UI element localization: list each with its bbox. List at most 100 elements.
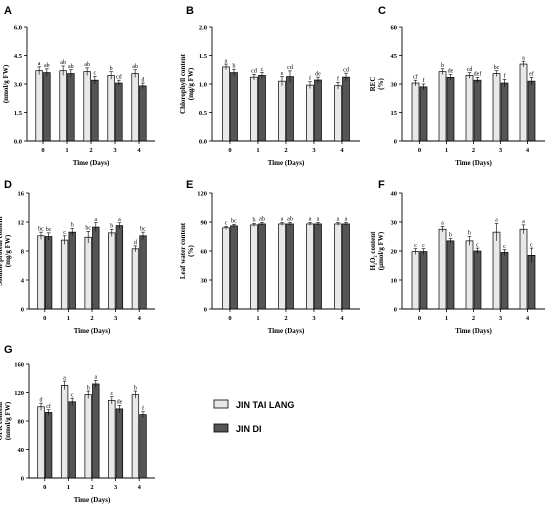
bar-jin-tai-lang [250, 224, 258, 310]
bar-jin-di [67, 73, 75, 142]
significance-label: c [110, 391, 113, 397]
panel-letter: D [4, 179, 12, 191]
significance-label: a [337, 217, 340, 223]
x-axis-title: Time (Days) [268, 159, 305, 167]
bar-jin-di [230, 72, 238, 142]
bar-jin-di [286, 223, 294, 310]
x-tick-label: 0 [43, 484, 46, 491]
y-axis-title: (mg/g FW) [187, 67, 195, 100]
significance-label: f [423, 77, 425, 84]
significance-label: b [468, 231, 471, 237]
y-tick-label: 40 [18, 447, 25, 454]
y-tick-label: 4 [21, 277, 25, 284]
significance-label: c [63, 230, 66, 236]
bar-jin-di [44, 236, 53, 310]
bar-jin-tai-lang [35, 70, 43, 142]
x-tick-label: 1 [65, 147, 68, 154]
bar-jin-tai-lang [306, 84, 314, 142]
significance-label: a [94, 217, 97, 223]
bar-jin-di [446, 240, 455, 310]
y-tick-label: 6.0 [14, 24, 22, 31]
y-tick-label: 10 [391, 277, 398, 284]
y-tick-label: 45 [391, 53, 398, 60]
significance-label: bc [140, 226, 146, 232]
bar-jin-tai-lang [108, 399, 116, 479]
bar-jin-di [139, 414, 147, 479]
bar-jin-di [230, 225, 238, 310]
significance-label: de [315, 71, 321, 77]
bar-jin-di [419, 86, 428, 142]
bar-jin-tai-lang [519, 63, 528, 142]
x-tick-label: 1 [67, 484, 70, 491]
significance-label: a [281, 217, 284, 223]
x-tick-label: 1 [256, 147, 259, 154]
bar-jin-di [473, 250, 482, 310]
x-tick-label: 0 [41, 147, 44, 154]
significance-label: c [225, 221, 228, 227]
y-tick-label: 40 [391, 190, 398, 197]
x-tick-label: 4 [340, 147, 344, 154]
significance-label: ab [132, 64, 138, 70]
bar-jin-tai-lang [37, 235, 45, 310]
y-tick-label: 30 [391, 219, 398, 226]
bar-jin-di [342, 76, 350, 142]
y-tick-label: 90 [201, 219, 208, 226]
x-axis-title: Time (Days) [74, 327, 111, 335]
significance-label: f [309, 75, 311, 82]
bar-jin-di [139, 85, 147, 142]
significance-label: d [134, 240, 137, 246]
y-tick-label: 0 [394, 306, 397, 313]
y-tick-label: 0 [21, 475, 24, 482]
y-axis-title: Chlorophyll content [179, 53, 187, 114]
y-tick-label: 60 [201, 248, 208, 255]
bar-jin-di [500, 252, 509, 310]
bar-jin-di [43, 72, 51, 142]
bar-jin-di [258, 223, 266, 310]
significance-label: bc [38, 226, 44, 232]
significance-label: def [474, 71, 482, 78]
legend-swatch-jin-di [213, 423, 229, 433]
y-axis-title: (mg/g FW) [4, 234, 12, 267]
x-tick-label: 0 [43, 315, 46, 322]
bar-jin-tai-lang [411, 251, 420, 310]
y-tick-label: 15 [391, 110, 398, 117]
bar-jin-tai-lang [492, 73, 501, 142]
significance-label: b [71, 223, 74, 229]
x-tick-label: 1 [67, 315, 70, 322]
y-axis-title: MDA content [0, 63, 2, 104]
x-tick-label: 3 [114, 484, 118, 491]
x-tick-label: 2 [89, 147, 92, 154]
x-tick-label: 0 [228, 147, 231, 154]
y-tick-label: 8 [21, 248, 25, 255]
y-tick-label: 20 [391, 248, 398, 255]
significance-label: a [345, 217, 348, 223]
significance-label: cd [343, 67, 349, 73]
bar-jin-tai-lang [250, 76, 258, 142]
x-tick-label: 0 [228, 315, 231, 322]
bar-jin-tai-lang [438, 71, 447, 142]
y-tick-label: 120 [14, 390, 24, 397]
significance-label: a [225, 58, 228, 64]
panel-letter: E [186, 179, 193, 191]
significance-label: c [71, 392, 74, 398]
bar-jin-tai-lang [131, 73, 139, 142]
significance-label: c [530, 242, 533, 248]
significance-label: cd [287, 65, 293, 71]
y-tick-label: 1.5 [199, 53, 208, 60]
significance-label: b [233, 63, 236, 69]
y-tick-label: 0.0 [199, 138, 207, 145]
significance-label: a [522, 55, 525, 61]
bar-jin-tai-lang [37, 406, 45, 479]
x-tick-label: 0 [418, 315, 421, 322]
bar-jin-di [314, 223, 322, 310]
significance-label: e [281, 71, 284, 77]
panel-letter: F [378, 179, 385, 191]
significance-label: c [414, 243, 417, 249]
x-tick-label: 4 [526, 147, 530, 154]
x-tick-label: 4 [340, 315, 344, 322]
y-axis-title: (%) [187, 245, 195, 257]
significance-label: a [63, 375, 66, 381]
